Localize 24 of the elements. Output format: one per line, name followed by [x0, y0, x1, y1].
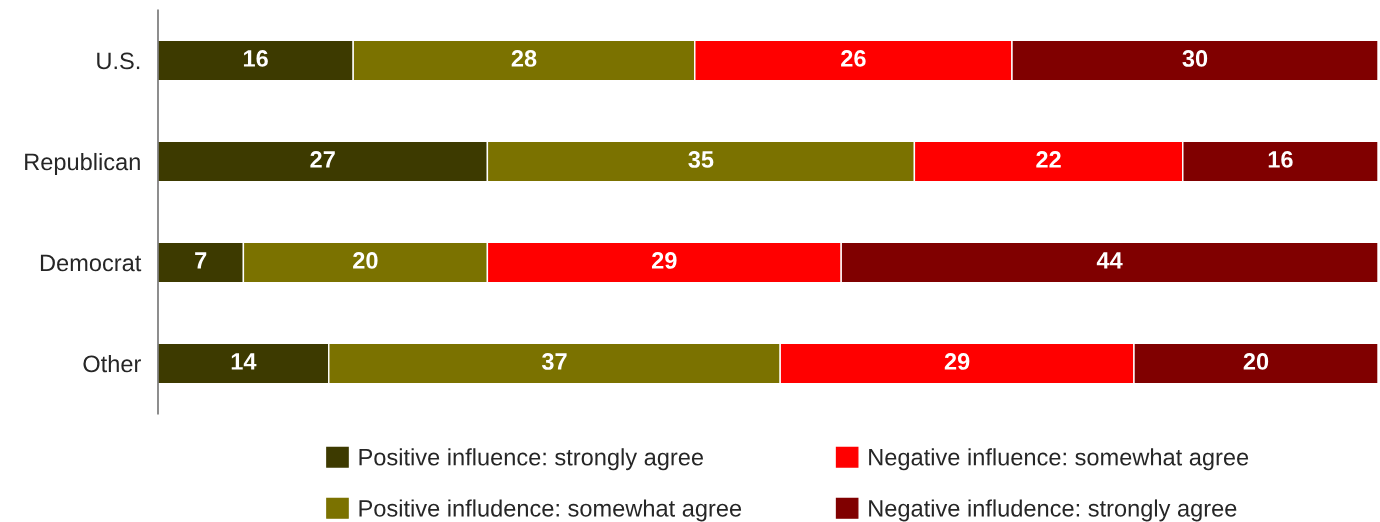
legend-label: Positive infludence: somewhat agree	[359, 499, 742, 522]
data-label: 14	[231, 353, 257, 370]
data-label: 35	[688, 151, 714, 168]
legend-label: Positive influence: strongly agree	[359, 448, 703, 471]
data-label: 44	[1096, 252, 1123, 269]
data-label: 37	[541, 353, 567, 370]
data-label: 20	[1243, 353, 1269, 370]
y-tick-label: Democrat	[40, 254, 142, 272]
y-tick-label: U.S.	[97, 52, 140, 70]
legend-label: Negative infludence: strongly agree	[869, 499, 1237, 522]
data-label: 20	[353, 252, 378, 269]
data-label: 26	[841, 50, 866, 67]
data-label: 30	[1182, 50, 1208, 67]
data-label: 16	[1268, 151, 1293, 168]
y-tick-label: Republican	[25, 152, 140, 175]
data-label: 29	[651, 252, 677, 269]
y-tick-label: Other	[83, 354, 141, 373]
data-label: 22	[1036, 151, 1061, 168]
data-label: 27	[310, 151, 335, 168]
data-label: 29	[944, 353, 970, 370]
legend-label: Negative influence: somewhat agree	[869, 448, 1249, 471]
data-label: 16	[243, 50, 268, 67]
data-label: 28	[511, 50, 537, 67]
data-label: 7	[195, 252, 207, 269]
